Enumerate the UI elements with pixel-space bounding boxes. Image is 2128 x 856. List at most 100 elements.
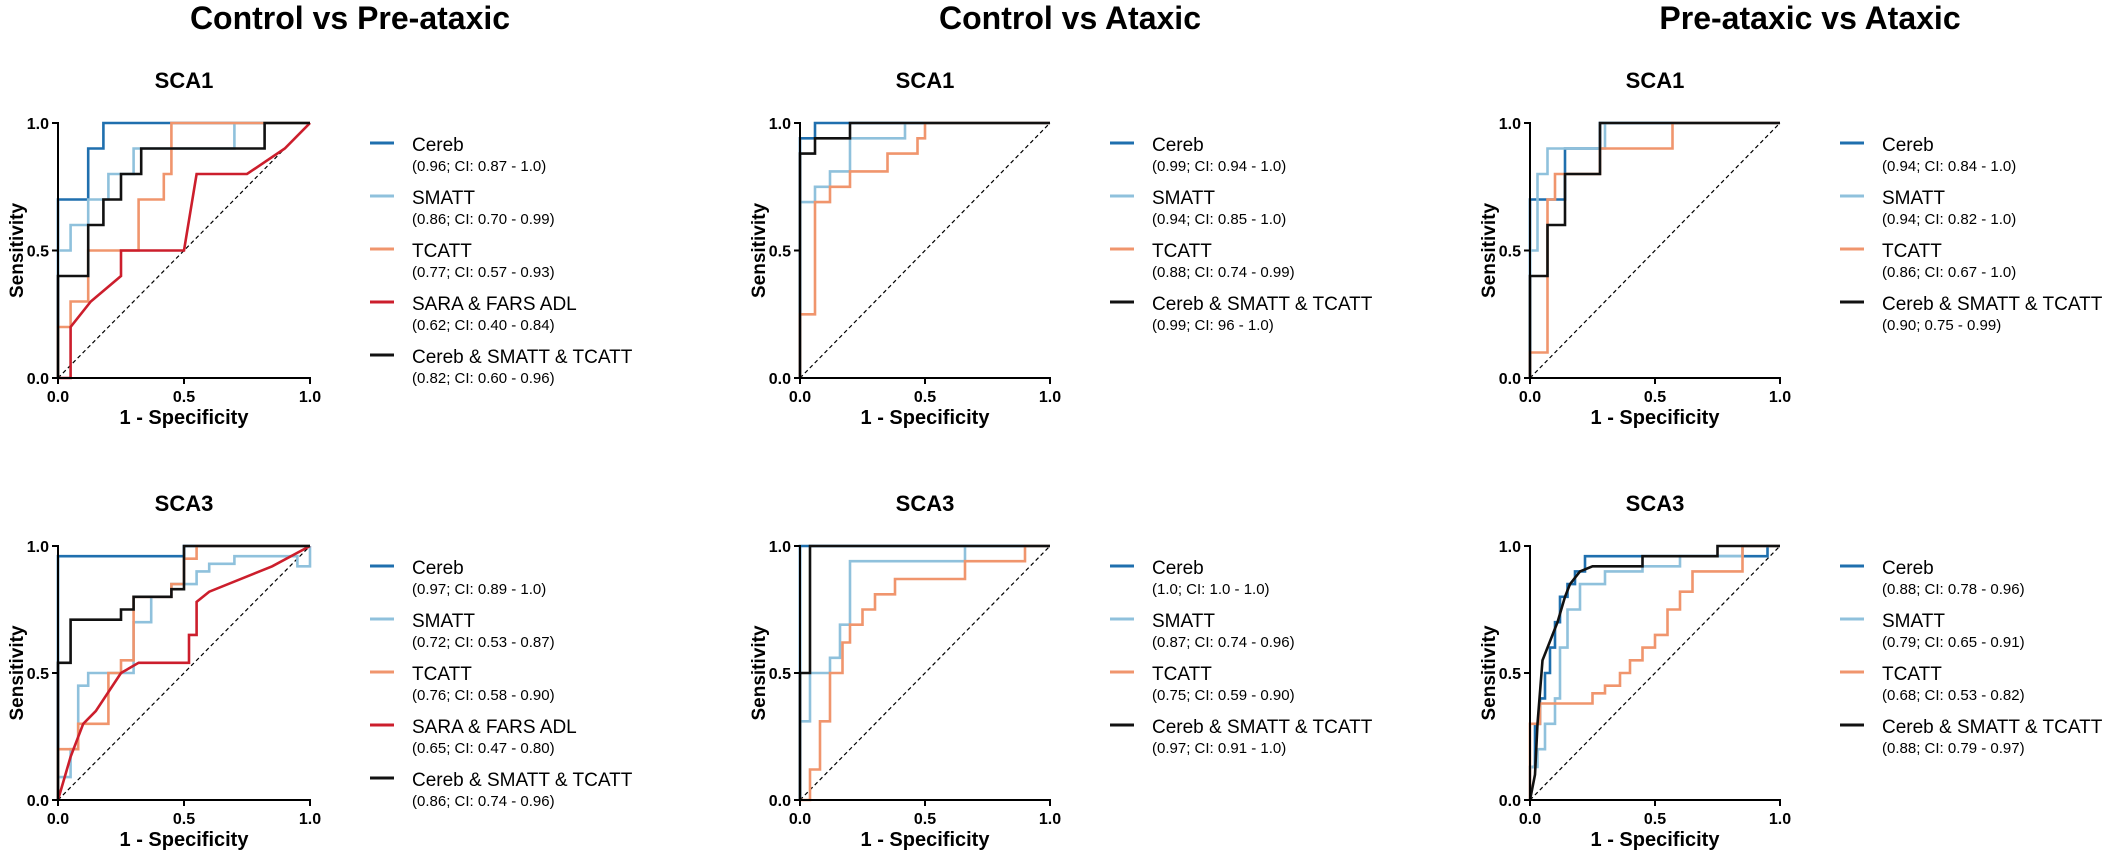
- legend-ci: (0.88; CI: 0.79 - 0.97): [1882, 740, 2025, 757]
- legend-item-smatt: SMATT (0.86; CI: 0.70 - 0.99): [370, 188, 555, 228]
- y-tick-label: 0.5: [769, 666, 791, 683]
- legend-item-tcatt: TCATT (0.75; CI: 0.59 - 0.90): [1110, 664, 1295, 704]
- y-tick-label: 0.0: [1499, 371, 1521, 388]
- x-axis-label: 1 - Specificity: [1591, 407, 1721, 429]
- y-tick-label: 1.0: [27, 539, 49, 556]
- x-tick-label: 0.5: [173, 811, 195, 828]
- legend-label: TCATT: [1152, 664, 1212, 685]
- legend-label: TCATT: [412, 664, 472, 685]
- legend-item-smatt: SMATT (0.87; CI: 0.74 - 0.96): [1110, 611, 1295, 651]
- legend-label: TCATT: [1882, 664, 1942, 685]
- legend-item-cereb: Cereb (0.97; CI: 0.89 - 1.0): [370, 558, 546, 598]
- legend-ci: (0.88; CI: 0.74 - 0.99): [1152, 264, 1295, 281]
- legend-label: Cereb: [1152, 558, 1204, 579]
- legend-ci: (0.90; 0.75 - 0.99): [1882, 317, 2001, 334]
- column-title-control-vs-preataxic: Control vs Pre-ataxic: [189, 0, 511, 36]
- legend-ci: (0.86; CI: 0.74 - 0.96): [412, 793, 555, 810]
- legend-ci: (0.68; CI: 0.53 - 0.82): [1882, 687, 2025, 704]
- panel-title: SCA1: [155, 68, 214, 93]
- legend-ci: (0.86; CI: 0.67 - 1.0): [1882, 264, 2016, 281]
- chance-diagonal: [1529, 122, 1781, 379]
- legend-label: SARA & FARS ADL: [412, 294, 577, 315]
- legend-ci: (0.88; CI: 0.78 - 0.96): [1882, 581, 2025, 598]
- x-tick-label: 0.0: [47, 389, 69, 406]
- legend: Cereb (0.96; CI: 0.87 - 1.0) SMATT (0.86; C…: [370, 135, 633, 387]
- y-tick-label: 1.0: [27, 116, 49, 133]
- legend-label: TCATT: [1882, 241, 1942, 262]
- panel-title: SCA3: [896, 491, 955, 516]
- legend-item-tcatt: TCATT (0.77; CI: 0.57 - 0.93): [370, 241, 555, 281]
- y-axis-label: Sensitivity: [1479, 625, 1500, 720]
- legend-item-cereb-and-smatt-and-tcatt: Cereb & SMATT & TCATT (0.88; CI: 0.79 - 0…: [1840, 717, 2103, 757]
- x-tick-label: 0.5: [914, 811, 936, 828]
- legend-item-cereb-and-smatt-and-tcatt: Cereb & SMATT & TCATT (0.90; 0.75 - 0.99): [1840, 294, 2103, 334]
- panel-title: SCA3: [1626, 491, 1685, 516]
- legend-ci: (0.75; CI: 0.59 - 0.90): [1152, 687, 1295, 704]
- x-axis-label: 1 - Specificity: [861, 407, 991, 429]
- legend-ci: (0.65; CI: 0.47 - 0.80): [412, 740, 555, 757]
- legend-item-smatt: SMATT (0.72; CI: 0.53 - 0.87): [370, 611, 555, 651]
- legend: Cereb (0.99; CI: 0.94 - 1.0) SMATT (0.94; C…: [1110, 135, 1373, 334]
- legend-item-cereb-and-smatt-and-tcatt: Cereb & SMATT & TCATT (0.99; CI: 96 - 1.0…: [1110, 294, 1373, 334]
- legend-label: Cereb: [412, 135, 464, 156]
- y-tick-label: 0.0: [769, 371, 791, 388]
- y-axis-label: Sensitivity: [749, 203, 770, 298]
- roc-curve-sara-and-fars-adl: [56, 544, 311, 801]
- roc-curve-smatt: [798, 121, 1050, 378]
- x-axis-label: 1 - Specificity: [120, 407, 250, 429]
- x-tick-label: 0.5: [1644, 389, 1666, 406]
- x-tick-label: 0.5: [1644, 811, 1666, 828]
- legend-label: Cereb & SMATT & TCATT: [412, 347, 633, 368]
- legend-item-cereb-and-smatt-and-tcatt: Cereb & SMATT & TCATT (0.86; CI: 0.74 - 0…: [370, 770, 633, 810]
- legend-ci: (0.72; CI: 0.53 - 0.87): [412, 634, 555, 651]
- legend-label: Cereb: [412, 558, 464, 579]
- roc-curve-tcatt: [56, 544, 310, 800]
- y-tick-label: 0.5: [1499, 666, 1521, 683]
- y-tick-label: 1.0: [1499, 539, 1521, 556]
- legend-ci: (0.94; CI: 0.85 - 1.0): [1152, 211, 1286, 228]
- x-tick-label: 0.0: [789, 389, 811, 406]
- y-tick-label: 1.0: [1499, 116, 1521, 133]
- roc-curve-cereb-and-smatt-and-tcatt: [1528, 544, 1780, 801]
- legend-label: SMATT: [1882, 611, 1945, 632]
- roc-curve-cereb-and-smatt-and-tcatt: [798, 121, 1050, 378]
- legend-label: SMATT: [412, 611, 475, 632]
- x-tick-label: 0.5: [914, 389, 936, 406]
- legend-item-cereb: Cereb (0.94; CI: 0.84 - 1.0): [1840, 135, 2016, 175]
- legend-label: Cereb & SMATT & TCATT: [1152, 294, 1373, 315]
- x-axis-label: 1 - Specificity: [120, 829, 250, 851]
- legend-label: Cereb & SMATT & TCATT: [1882, 294, 2103, 315]
- y-tick-label: 1.0: [769, 116, 791, 133]
- x-axis-label: 1 - Specificity: [1591, 829, 1721, 851]
- y-axis-label: Sensitivity: [7, 203, 28, 298]
- legend: Cereb (0.94; CI: 0.84 - 1.0) SMATT (0.94; C…: [1840, 135, 2103, 334]
- x-tick-label: 1.0: [1769, 389, 1791, 406]
- x-tick-label: 1.0: [299, 389, 321, 406]
- legend-item-tcatt: TCATT (0.68; CI: 0.53 - 0.82): [1840, 664, 2025, 704]
- legend-item-tcatt: TCATT (0.88; CI: 0.74 - 0.99): [1110, 241, 1295, 281]
- legend-ci: (0.97; CI: 0.89 - 1.0): [412, 581, 546, 598]
- legend: Cereb (1.0; CI: 1.0 - 1.0) SMATT (0.87; CI:…: [1110, 558, 1373, 757]
- y-tick-label: 0.5: [27, 666, 49, 683]
- panel-title: SCA3: [155, 491, 214, 516]
- legend-label: SARA & FARS ADL: [412, 717, 577, 738]
- legend-item-cereb-and-smatt-and-tcatt: Cereb & SMATT & TCATT (0.97; CI: 0.91 - 1…: [1110, 717, 1373, 757]
- x-tick-label: 1.0: [1039, 389, 1061, 406]
- legend-item-tcatt: TCATT (0.76; CI: 0.58 - 0.90): [370, 664, 555, 704]
- legend-item-smatt: SMATT (0.94; CI: 0.85 - 1.0): [1110, 188, 1286, 228]
- legend-item-smatt: SMATT (0.79; CI: 0.65 - 0.91): [1840, 611, 2025, 651]
- legend-ci: (0.99; CI: 0.94 - 1.0): [1152, 158, 1286, 175]
- column-title-control-vs-ataxic: Control vs Ataxic: [939, 0, 1201, 36]
- legend: Cereb (0.97; CI: 0.89 - 1.0) SMATT (0.72; C…: [370, 558, 633, 810]
- x-tick-label: 0.5: [173, 389, 195, 406]
- legend-ci: (0.77; CI: 0.57 - 0.93): [412, 264, 555, 281]
- chance-diagonal: [799, 122, 1051, 379]
- x-tick-label: 0.0: [789, 811, 811, 828]
- roc-panel-3: SCA1 0.0 0.5 1.0 0.0 0.5 1.0 1 - Specificity Sen…: [1479, 68, 2103, 429]
- roc-curve-sara-and-fars-adl: [58, 122, 311, 380]
- legend-label: Cereb & SMATT & TCATT: [1152, 717, 1373, 738]
- y-tick-label: 0.5: [769, 244, 791, 261]
- legend-item-cereb: Cereb (0.88; CI: 0.78 - 0.96): [1840, 558, 2025, 598]
- roc-curve-smatt: [798, 544, 1050, 800]
- legend-ci: (0.87; CI: 0.74 - 0.96): [1152, 634, 1295, 651]
